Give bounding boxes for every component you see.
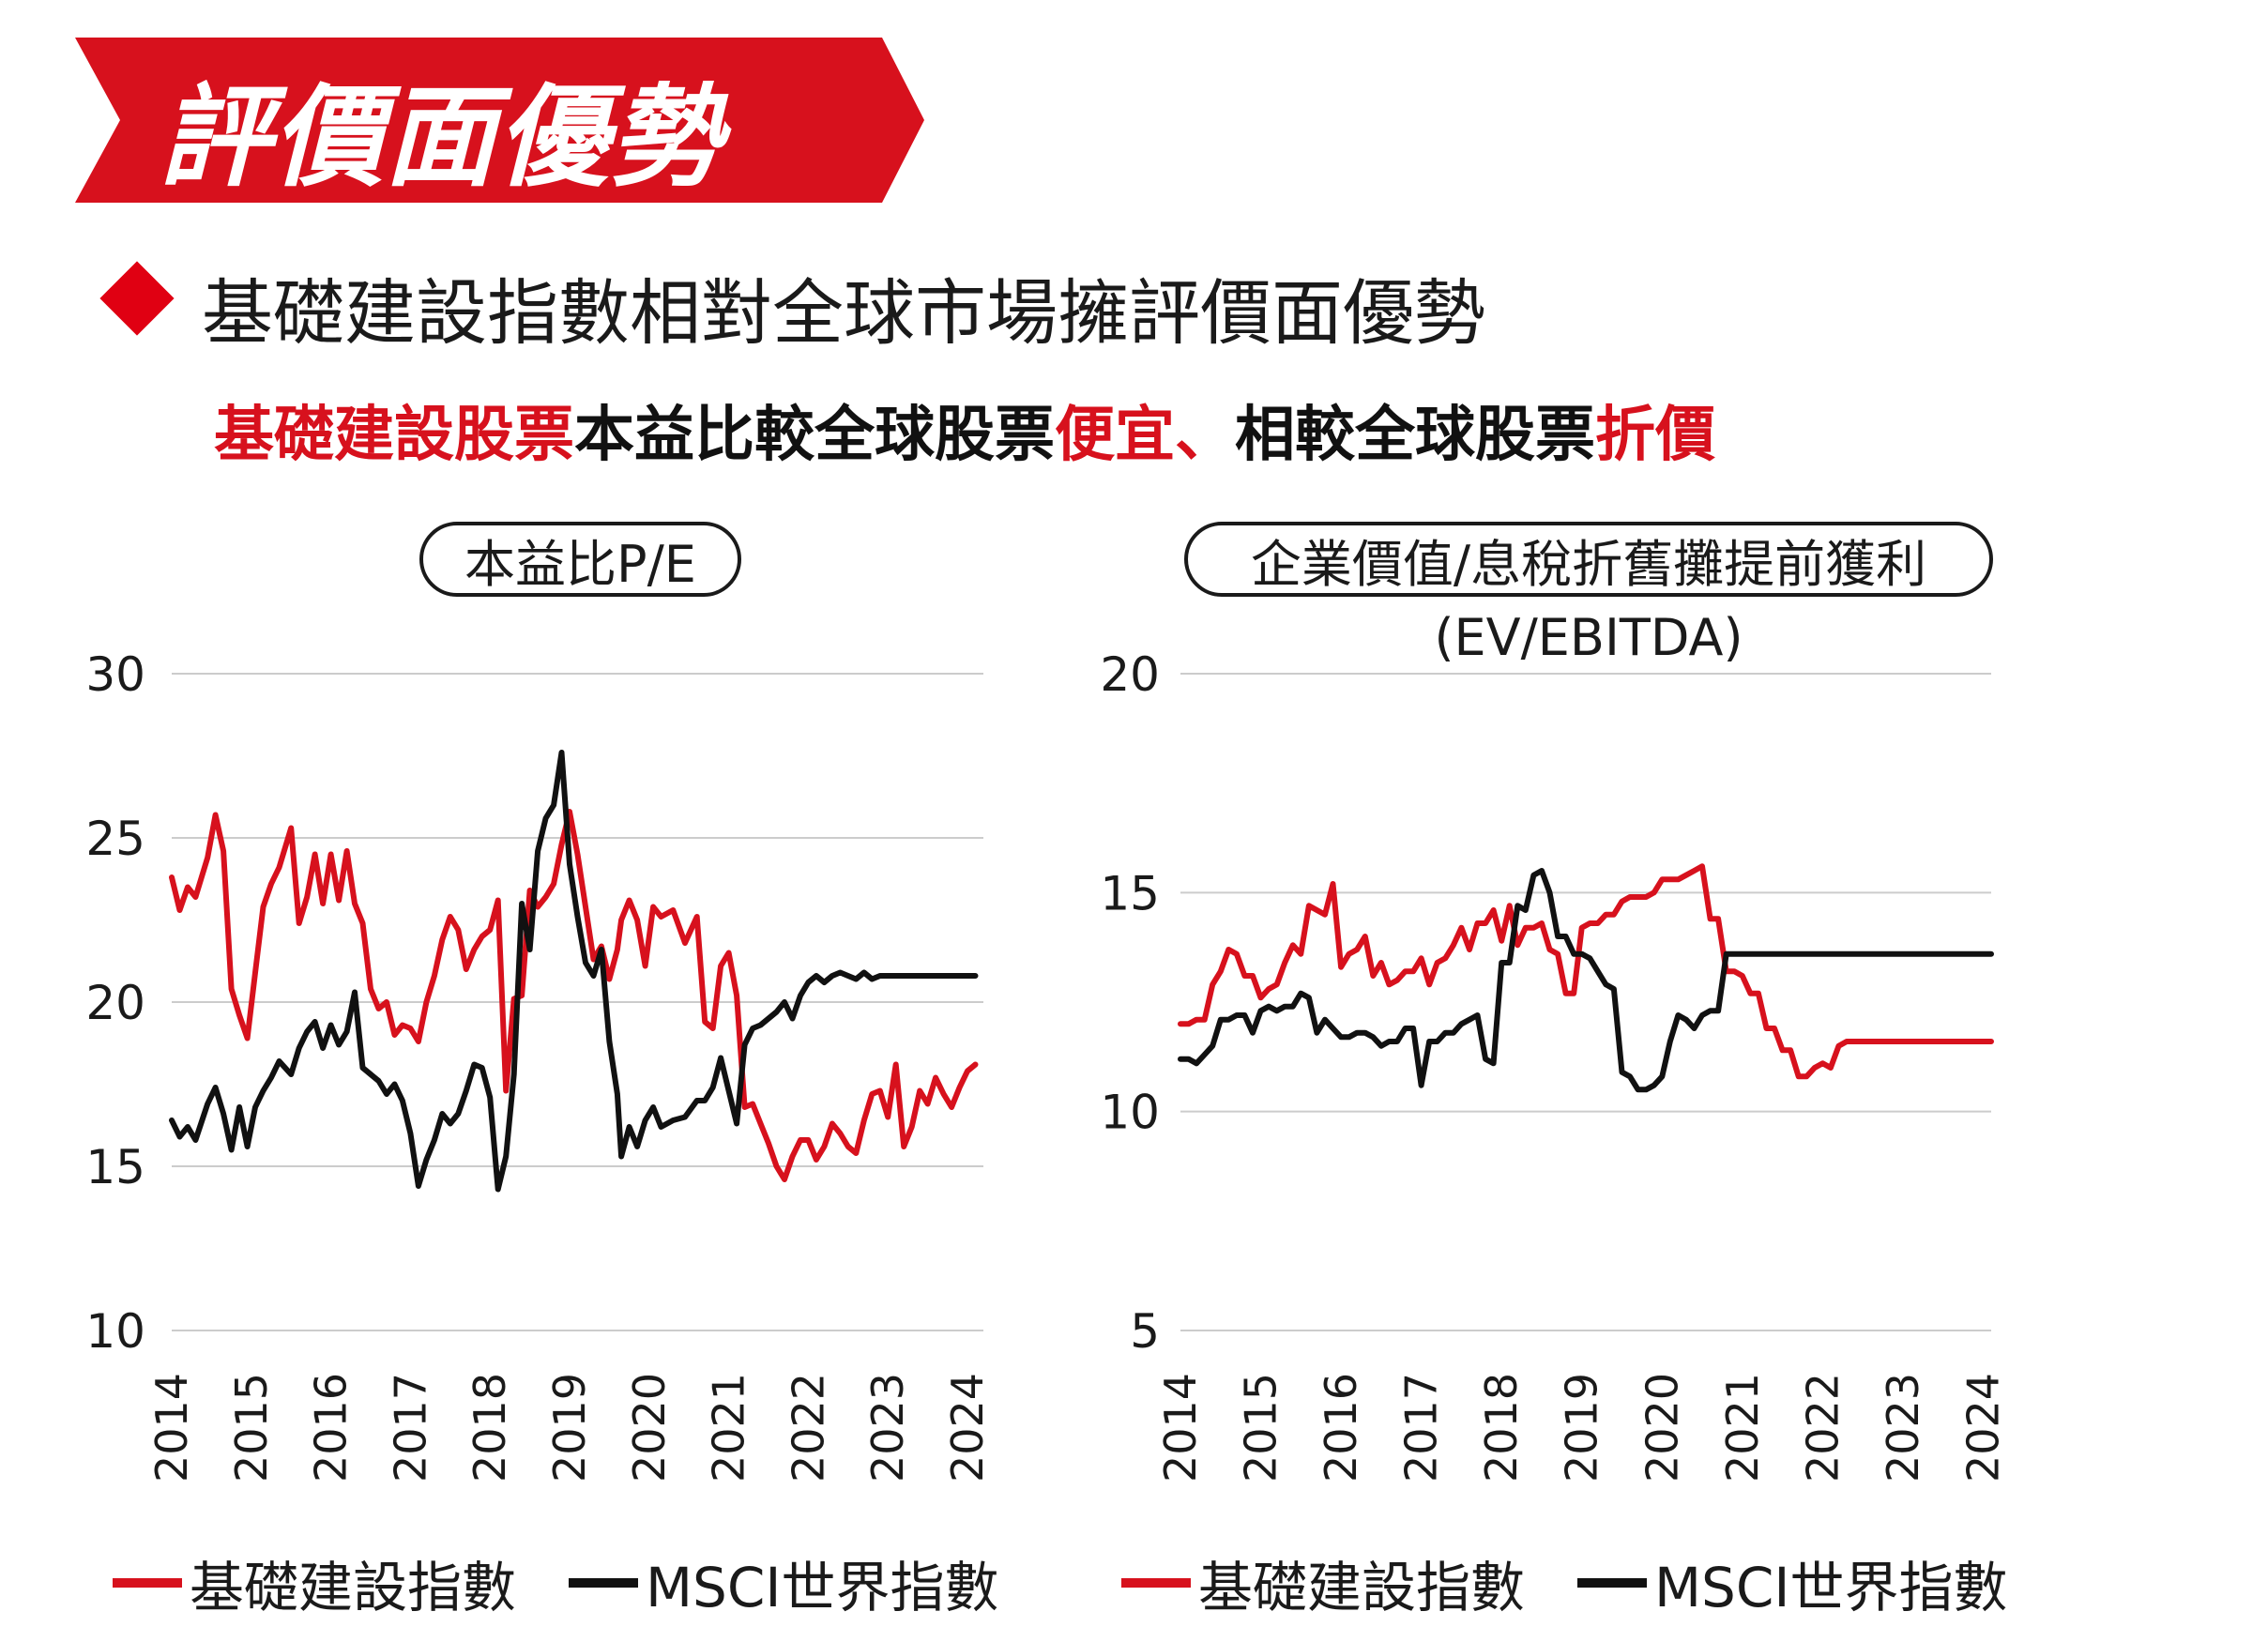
x-tick-label: 2023	[862, 1373, 913, 1482]
legend-swatch-msci	[1577, 1578, 1648, 1588]
x-tick-label: 2017	[385, 1373, 435, 1482]
legend-swatch-infra	[1121, 1578, 1191, 1588]
legend-label-msci: MSCI世界指數	[646, 1556, 999, 1619]
highlight-part: 基礎建設股票	[214, 401, 574, 470]
y-tick-label: 10	[85, 1304, 145, 1359]
x-tick-label: 2023	[1878, 1373, 1928, 1482]
legend-label-infra: 基礎建設指數	[1198, 1556, 1526, 1619]
y-tick-label: 30	[85, 647, 145, 702]
x-tick-label: 2024	[942, 1373, 993, 1482]
series-line-msci	[169, 750, 979, 1193]
highlight-part: 、	[1175, 401, 1235, 470]
y-tick-label: 25	[85, 812, 145, 866]
ev-legend: 基礎建設指數 MSCI世界指數	[1121, 1543, 2007, 1622]
x-tick-label: 2018	[464, 1373, 515, 1482]
x-tick-label: 2021	[704, 1373, 754, 1482]
highlight-part: 相較全球股票	[1235, 401, 1595, 470]
pe-legend: 基礎建設指數 MSCI世界指數	[113, 1543, 998, 1622]
x-tick-label: 2019	[544, 1373, 595, 1482]
x-tick-label: 2020	[624, 1373, 675, 1482]
x-tick-label: 2020	[1636, 1373, 1687, 1482]
y-tick-label: 15	[1100, 866, 1160, 920]
y-tick-label: 20	[1100, 647, 1160, 702]
x-tick-label: 2022	[783, 1373, 833, 1482]
x-tick-label: 2014	[1155, 1373, 1206, 1482]
series-line-infra	[1178, 863, 1994, 1080]
ev-chart-subtitle: (EV/EBITDA)	[1434, 608, 1743, 667]
x-tick-label: 2015	[226, 1373, 277, 1482]
ev-chart-title: 企業價值/息稅折舊攤提前獲利	[1184, 522, 1993, 597]
y-tick-label: 15	[85, 1140, 145, 1194]
banner-arrow-shape	[75, 38, 924, 203]
series-line-infra	[169, 809, 979, 1182]
x-tick-label: 2016	[306, 1373, 357, 1482]
pe-chart-title: 本益比P/E	[419, 522, 741, 597]
y-tick-label: 5	[1130, 1304, 1160, 1359]
legend-swatch-msci	[569, 1578, 639, 1588]
x-tick-label: 2014	[146, 1373, 197, 1482]
x-tick-label: 2021	[1717, 1373, 1768, 1482]
y-tick-label: 10	[1100, 1086, 1160, 1140]
highlight-sentence: 基礎建設股票本益比較全球股票便宜、相較全球股票折價	[214, 387, 1715, 473]
x-tick-label: 2019	[1557, 1373, 1607, 1482]
legend-label-infra: 基礎建設指數	[190, 1556, 517, 1619]
highlight-part: 便宜	[1055, 401, 1175, 470]
subheading: 基礎建設指數相對全球市場擁評價面優勢	[202, 271, 1485, 355]
x-tick-label: 2015	[1236, 1373, 1286, 1482]
legend-swatch-infra	[113, 1578, 182, 1588]
x-tick-label: 2018	[1476, 1373, 1527, 1482]
x-tick-label: 2022	[1797, 1373, 1848, 1482]
series-line-msci	[1178, 868, 1994, 1093]
highlight-part: 本益比較全球股票	[574, 401, 1055, 470]
x-tick-label: 2024	[1957, 1373, 2008, 1482]
x-tick-label: 2016	[1316, 1373, 1366, 1482]
y-tick-label: 20	[85, 976, 145, 1030]
banner-title: 評價面優勢	[160, 72, 723, 202]
title-banner: 評價面優勢	[0, 0, 938, 216]
highlight-part: 折價	[1595, 401, 1715, 470]
x-tick-label: 2017	[1396, 1373, 1447, 1482]
subheading-row: 基礎建設指數相對全球市場擁評價面優勢	[99, 255, 1698, 358]
legend-label-msci: MSCI世界指數	[1654, 1556, 2008, 1619]
